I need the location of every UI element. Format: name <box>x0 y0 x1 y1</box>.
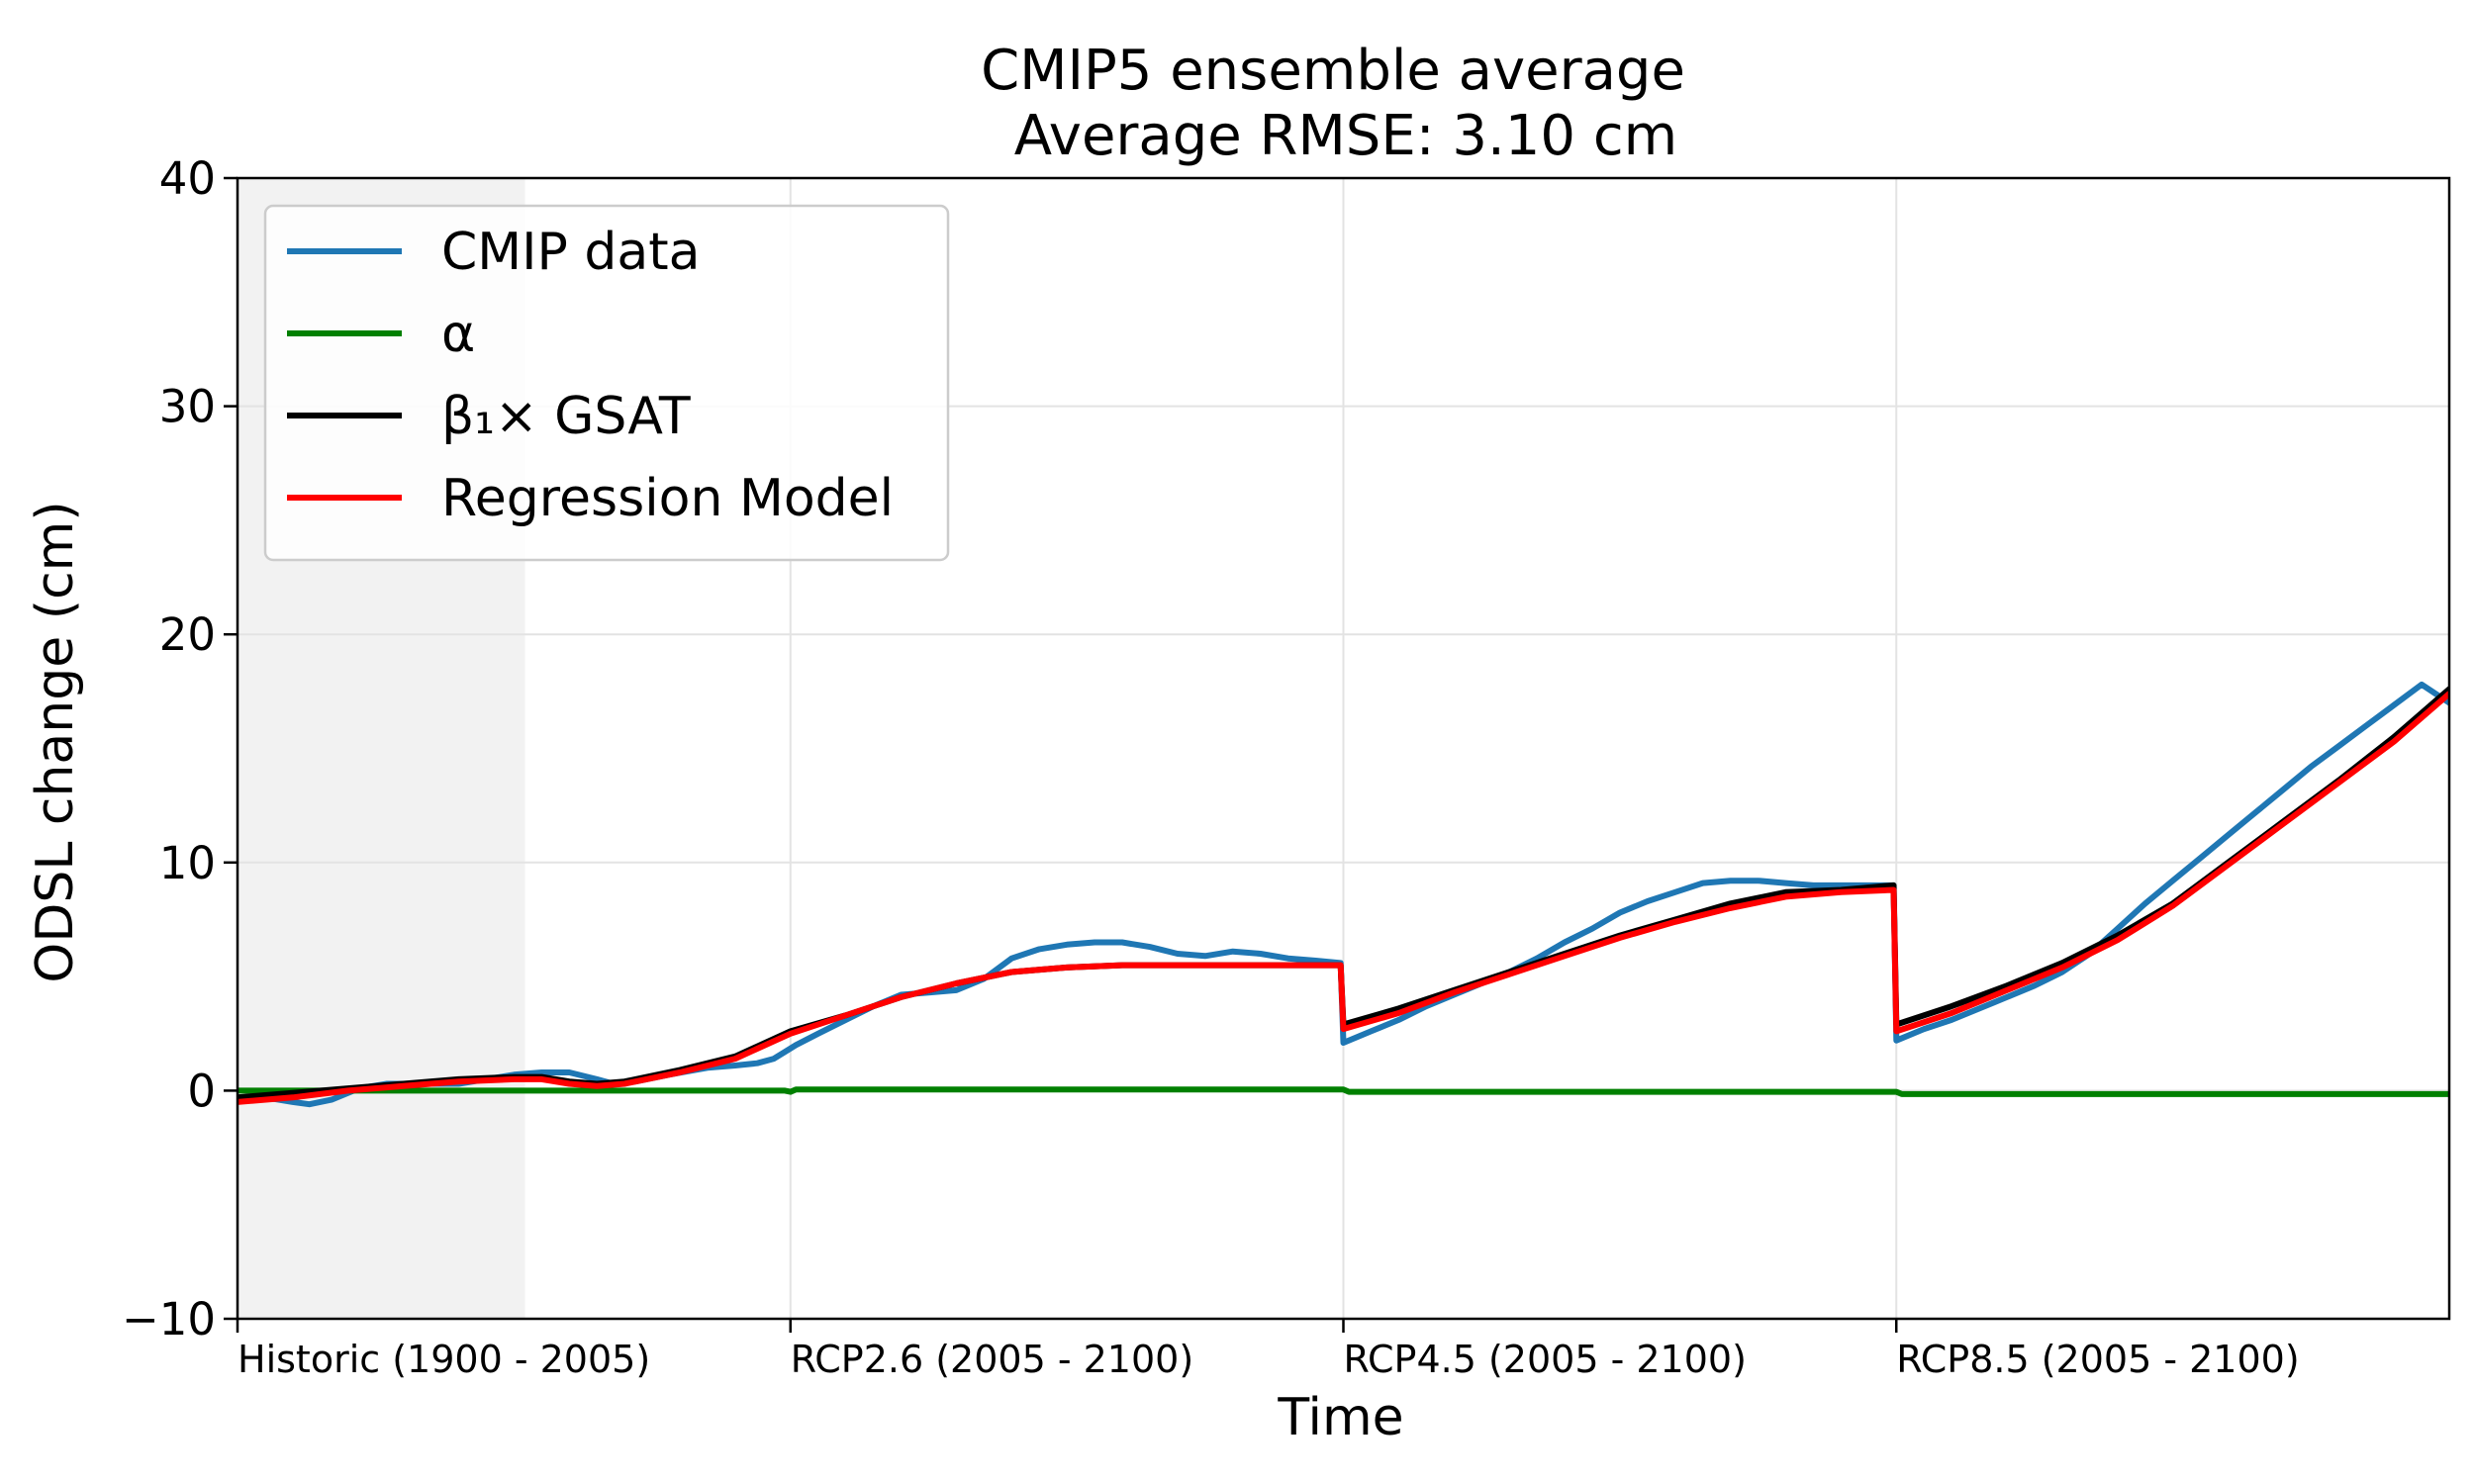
legend-label: Regression Model <box>441 469 894 528</box>
x-axis: Historic (1900 - 2005) RCP2.6 (2005 - 210… <box>236 1319 2300 1381</box>
x-axis-label: Time <box>1277 1388 1403 1447</box>
y-tick-label: 20 <box>159 608 216 661</box>
series-layer <box>238 681 2449 1108</box>
y-axis: −10 0 10 20 30 40 <box>122 152 238 1345</box>
legend-label: α <box>441 305 475 364</box>
y-tick-label: 40 <box>159 152 216 205</box>
series-line-regression-model <box>238 691 2449 1105</box>
y-tick-label: −10 <box>122 1293 216 1345</box>
legend-label: β₁× GSAT <box>441 387 691 446</box>
x-tick-label: Historic (1900 - 2005) <box>238 1338 650 1381</box>
chart-title-line1: CMIP5 ensemble average <box>981 39 1685 103</box>
legend: CMIP data α β₁× GSAT Regression Model <box>263 204 950 562</box>
chart-title-line2: Average RMSE: 3.10 cm <box>1014 104 1677 168</box>
x-tick-label: RCP4.5 (2005 - 2100) <box>1344 1338 1747 1381</box>
y-tick-label: 0 <box>187 1065 216 1117</box>
x-tick-label: RCP8.5 (2005 - 2100) <box>1896 1338 2299 1381</box>
legend-label: CMIP data <box>441 223 701 282</box>
legend-box <box>263 204 950 562</box>
series-line-alpha <box>238 1086 2449 1097</box>
y-tick-label: 10 <box>159 837 216 889</box>
x-tick-label: RCP2.6 (2005 - 2100) <box>791 1338 1193 1381</box>
y-tick-label: 30 <box>159 381 216 433</box>
y-axis-label: ODSL change (cm) <box>26 501 85 982</box>
